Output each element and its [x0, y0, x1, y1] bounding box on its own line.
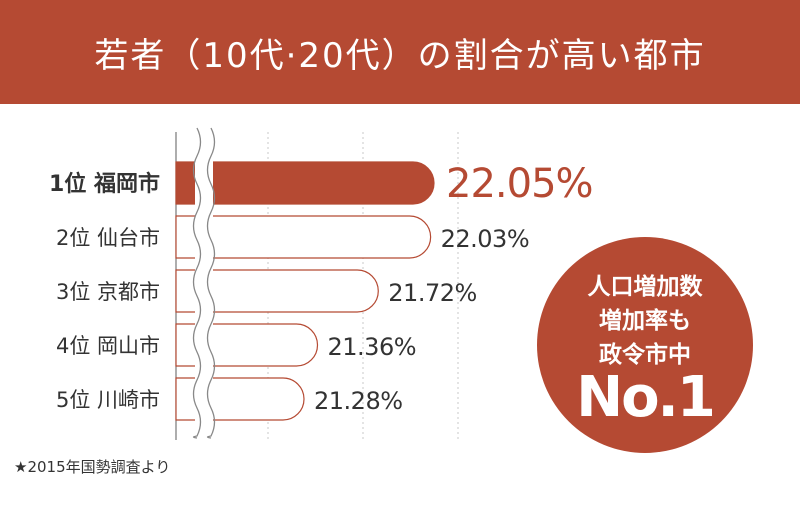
category-label: 1位 福岡市 — [49, 171, 160, 197]
bar — [175, 215, 432, 259]
bar — [175, 269, 379, 313]
category-label: 4位 岡山市 — [56, 334, 160, 358]
category-label: 3位 京都市 — [56, 280, 160, 304]
callout-no1: No.1 — [576, 365, 716, 430]
category-label: 5位 川崎市 — [56, 388, 160, 412]
callout-line-3: 政令市中 — [599, 342, 691, 368]
title-banner: 若者（10代·20代）の割合が高い都市 — [0, 0, 800, 104]
value-label: 21.36% — [328, 333, 417, 361]
value-label: 21.72% — [388, 279, 477, 307]
category-label: 2位 仙台市 — [56, 226, 160, 250]
value-label: 22.05% — [446, 161, 593, 207]
no1-callout-badge: 人口増加数 増加率も 政令市中 No.1 — [537, 237, 753, 453]
source-footnote: ★2015年国勢調査より — [14, 458, 171, 476]
axis-break-line — [192, 127, 202, 439]
page-title: 若者（10代·20代）の割合が高い都市 — [94, 35, 706, 76]
callout-line-2: 増加率も — [599, 308, 691, 334]
value-label: 21.28% — [314, 387, 403, 415]
value-label: 22.03% — [441, 225, 530, 253]
bar — [175, 161, 435, 205]
bar-chart: 1位 福岡市 22.05% 2位 仙台市 22.03% 3位 京都市 21.72% 4位 岡… — [49, 126, 594, 442]
callout-line-1: 人口増加数 — [587, 274, 703, 300]
axis-break-gap — [195, 126, 213, 442]
axis-break-line — [206, 127, 216, 439]
